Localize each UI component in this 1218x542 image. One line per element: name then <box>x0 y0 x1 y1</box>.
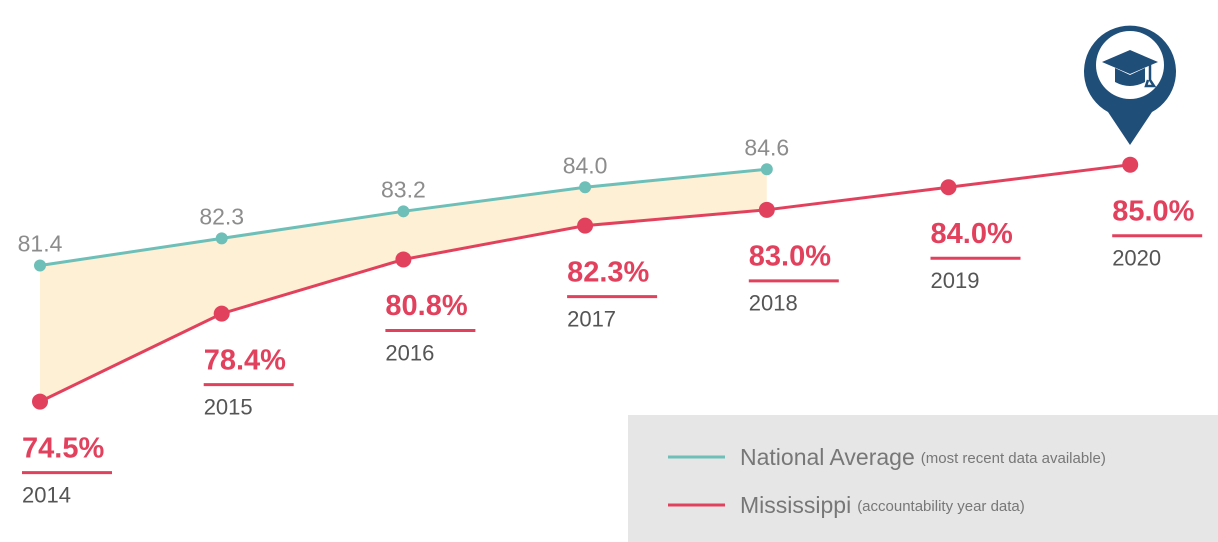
point <box>397 205 410 218</box>
point <box>213 305 230 322</box>
point <box>1122 156 1139 173</box>
x-tick-label: 2017 <box>567 306 616 331</box>
value-label: 82.3 <box>199 203 244 229</box>
legend-note: (accountability year data) <box>857 498 1025 515</box>
point <box>577 217 594 234</box>
legend-name: National Average <box>740 444 915 470</box>
legend-note: (most recent data available) <box>921 450 1106 467</box>
point <box>34 259 46 272</box>
graduation-icon <box>1084 25 1176 146</box>
point <box>395 251 412 268</box>
value-label: 82.3% <box>567 256 649 288</box>
value-label: 78.4% <box>204 344 286 376</box>
value-label: 81.4 <box>18 231 63 257</box>
value-label: 80.8% <box>385 290 467 322</box>
value-label: 84.6 <box>744 134 789 160</box>
gap-area <box>40 169 767 402</box>
value-label: 84.0 <box>563 152 608 178</box>
x-tick-label: 2016 <box>385 340 434 365</box>
x-tick-label: 2019 <box>931 268 980 293</box>
value-label: 83.0% <box>749 240 831 272</box>
value-label: 74.5% <box>22 432 104 464</box>
x-tick-label: 2014 <box>22 482 71 507</box>
point <box>758 201 775 218</box>
point <box>579 181 592 194</box>
value-label: 83.2 <box>381 176 426 202</box>
point <box>215 232 228 245</box>
legend-label: Mississippi (accountability year data) <box>740 492 1025 518</box>
legend-name: Mississippi <box>740 492 851 518</box>
x-tick-label: 2015 <box>204 394 253 419</box>
value-label: 84.0% <box>931 218 1013 250</box>
point <box>32 393 48 410</box>
value-label: 85.0% <box>1112 195 1194 227</box>
point <box>760 163 773 176</box>
point <box>940 179 957 196</box>
legend-label: National Average (most recent data availa… <box>740 444 1106 470</box>
x-tick-label: 2018 <box>749 291 798 316</box>
x-tick-label: 2020 <box>1112 246 1161 271</box>
legend-box <box>628 415 1218 542</box>
